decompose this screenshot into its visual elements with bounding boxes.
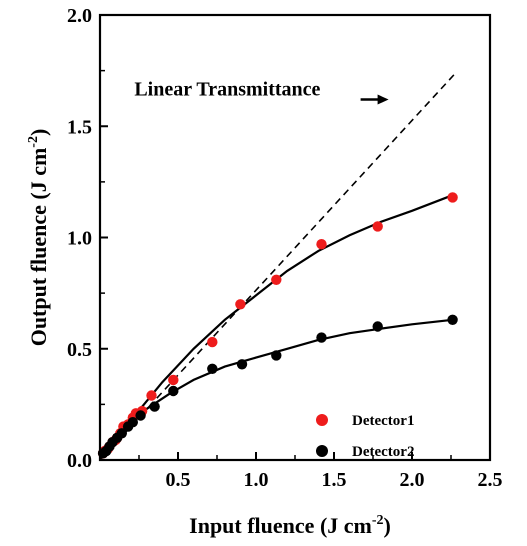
point-detector1-20 — [447, 192, 458, 203]
legend-label-detector2: Detector2 — [352, 444, 414, 460]
legend-label-detector1: Detector1 — [352, 413, 414, 429]
point-detector2-11 — [207, 363, 218, 374]
x-tick-label-4: 2.5 — [478, 469, 503, 491]
axis-ticks: 0.0 0.5 1.0 1.5 2.0 0.5 1.0 1.5 2.0 2.5 — [67, 5, 503, 491]
linear-transmittance-line — [99, 72, 457, 461]
y-axis-title: Output fluence (J cm-2) — [26, 129, 51, 347]
point-detector2-9 — [149, 401, 160, 412]
point-detector1-15 — [207, 336, 218, 348]
point-detector1-18 — [316, 239, 327, 250]
point-detector2-8 — [135, 410, 146, 421]
point-detector1-13 — [146, 390, 157, 401]
legend: Detector1 Detector2 — [316, 413, 414, 460]
point-detector2-12 — [236, 359, 248, 370]
y-tick-label-0: 0.0 — [67, 450, 92, 472]
axis-titles: Input fluence (J cm-2) Output fluence (J … — [26, 129, 391, 538]
point-detector2-16 — [447, 314, 458, 325]
x-tick-label-0: 0.5 — [166, 469, 191, 491]
x-tick-label-1: 1.0 — [244, 469, 269, 491]
y-tick-label-1: 0.5 — [67, 339, 92, 361]
point-detector1-19 — [372, 221, 383, 232]
point-detector2-5 — [116, 428, 128, 439]
point-detector2-7 — [127, 417, 138, 428]
point-detector1-17 — [271, 274, 282, 285]
annotation-linear-transmittance: Linear Transmittance — [134, 78, 320, 100]
legend-marker-detector1 — [316, 414, 328, 426]
y-tick-label-2: 1.0 — [67, 228, 92, 250]
point-detector2-15 — [372, 321, 383, 332]
point-detector2-13 — [271, 350, 282, 361]
x-axis-title: Input fluence (J cm-2) — [189, 513, 391, 538]
y-tick-label-4: 2.0 — [67, 5, 92, 27]
legend-marker-detector2 — [316, 445, 328, 457]
y-tick-label-3: 1.5 — [67, 116, 92, 138]
annotation: Linear Transmittance — [134, 78, 389, 105]
point-detector1-14 — [168, 374, 179, 386]
x-tick-label-3: 2.0 — [400, 469, 425, 491]
x-tick-label-2: 1.5 — [322, 469, 347, 491]
point-detector1-16 — [235, 299, 246, 310]
fit-curve-1 — [99, 194, 453, 461]
annotation-arrow-head — [377, 94, 389, 105]
point-detector2-10 — [168, 385, 179, 397]
point-detector2-14 — [316, 332, 327, 343]
fit-curve-2 — [99, 318, 453, 461]
